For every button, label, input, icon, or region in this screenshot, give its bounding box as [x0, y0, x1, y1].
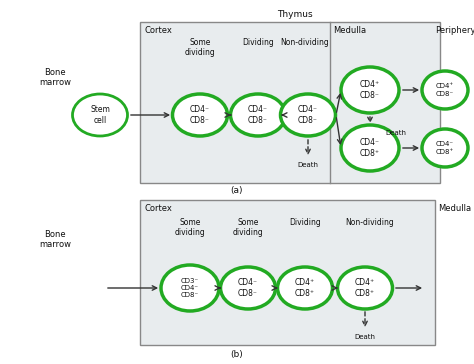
Text: CD4⁻
CD8⁻: CD4⁻ CD8⁻: [190, 105, 210, 125]
Text: Dividing: Dividing: [242, 38, 274, 47]
Text: (b): (b): [231, 350, 243, 359]
Text: CD4⁺
CD8⁺: CD4⁺ CD8⁺: [295, 278, 315, 298]
Text: CD3⁻
CD4⁻
CD8⁻: CD3⁻ CD4⁻ CD8⁻: [181, 278, 199, 298]
Ellipse shape: [281, 94, 336, 136]
Text: Some
dividing: Some dividing: [185, 38, 215, 58]
Text: Death: Death: [298, 162, 319, 168]
Ellipse shape: [341, 125, 399, 171]
Text: CD4⁺
CD8⁻: CD4⁺ CD8⁻: [360, 80, 380, 100]
Text: Cortex: Cortex: [145, 204, 173, 213]
Text: Non-dividing: Non-dividing: [281, 38, 329, 47]
Text: CD4⁻
CD8⁻: CD4⁻ CD8⁻: [238, 278, 258, 298]
Text: Death: Death: [385, 130, 406, 136]
Ellipse shape: [220, 267, 275, 309]
Text: CD4⁻
CD8⁺: CD4⁻ CD8⁺: [360, 138, 380, 158]
Ellipse shape: [73, 94, 128, 136]
Text: Stem
cell: Stem cell: [90, 105, 110, 125]
Text: CD4⁻
CD8⁻: CD4⁻ CD8⁻: [298, 105, 318, 125]
Text: Death: Death: [355, 334, 375, 340]
Text: Thymus: Thymus: [277, 10, 313, 19]
Text: (a): (a): [231, 186, 243, 195]
Bar: [140, 22, 440, 183]
Text: Bone
marrow: Bone marrow: [39, 68, 71, 87]
Ellipse shape: [161, 265, 219, 311]
Ellipse shape: [337, 267, 392, 309]
Text: Medulla: Medulla: [438, 204, 472, 213]
Text: CD4⁺
CD8⁺: CD4⁺ CD8⁺: [355, 278, 375, 298]
Text: Some
dividing: Some dividing: [233, 218, 264, 237]
Bar: [140, 200, 435, 345]
Ellipse shape: [277, 267, 332, 309]
Text: Bone
marrow: Bone marrow: [39, 230, 71, 249]
Ellipse shape: [173, 94, 228, 136]
Text: Non-dividing: Non-dividing: [346, 218, 394, 227]
Text: Cortex: Cortex: [145, 26, 173, 35]
Text: CD4⁺
CD8⁻: CD4⁺ CD8⁻: [436, 83, 454, 96]
Text: Some
dividing: Some dividing: [174, 218, 205, 237]
Ellipse shape: [422, 71, 468, 109]
Text: Medulla: Medulla: [333, 26, 366, 35]
Ellipse shape: [422, 129, 468, 167]
Text: Dividing: Dividing: [289, 218, 321, 227]
Text: Periphery: Periphery: [435, 26, 474, 35]
Ellipse shape: [341, 67, 399, 113]
Text: CD4⁻
CD8⁺: CD4⁻ CD8⁺: [436, 142, 454, 154]
Text: CD4⁻
CD8⁻: CD4⁻ CD8⁻: [248, 105, 268, 125]
Ellipse shape: [230, 94, 285, 136]
